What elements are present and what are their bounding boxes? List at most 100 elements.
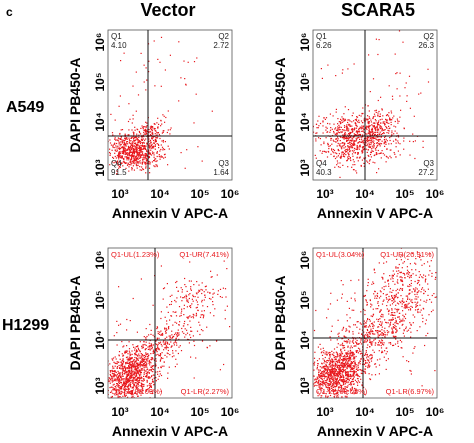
event-dot (414, 158, 415, 159)
event-dot (184, 337, 185, 338)
event-dot (367, 336, 368, 337)
event-dot (377, 330, 378, 331)
event-dot (415, 287, 416, 288)
event-dot (345, 134, 346, 135)
event-dot (363, 130, 364, 131)
event-dot (384, 124, 385, 125)
event-dot (181, 350, 182, 351)
event-dot (156, 380, 157, 381)
event-dot (240, 319, 241, 320)
event-dot (317, 377, 318, 378)
event-dot (155, 141, 156, 142)
event-dot (151, 343, 152, 344)
event-dot (370, 147, 371, 148)
event-dot (193, 301, 194, 302)
x-tick-label: 10⁶ (221, 187, 240, 201)
event-dot (382, 128, 383, 129)
event-dot (324, 151, 325, 152)
event-dot (382, 141, 383, 142)
event-dot (306, 366, 307, 367)
event-dot (166, 347, 167, 348)
event-dot (413, 141, 414, 142)
event-dot (397, 120, 398, 121)
event-dot (395, 126, 396, 127)
event-dot (132, 145, 133, 146)
event-dot (126, 138, 127, 139)
event-dot (407, 296, 408, 297)
event-dot (323, 348, 324, 349)
event-dot (364, 340, 365, 341)
event-dot (423, 290, 424, 291)
event-dot (190, 327, 191, 328)
event-dot (380, 116, 381, 117)
event-dot (323, 132, 324, 133)
event-dot (159, 150, 160, 151)
event-dot (394, 301, 395, 302)
event-dot (149, 153, 150, 154)
event-dot (335, 127, 336, 128)
event-dot (347, 160, 348, 161)
event-dot (367, 141, 368, 142)
event-dot (369, 373, 370, 374)
event-dot (126, 329, 127, 330)
event-dot (412, 353, 413, 354)
event-dot (388, 133, 389, 134)
event-dot (146, 123, 147, 124)
event-dot (378, 319, 379, 320)
event-dot (106, 397, 107, 398)
event-dot (376, 152, 377, 153)
event-dot (144, 355, 145, 356)
event-dot (158, 124, 159, 125)
event-dot (372, 341, 373, 342)
event-dot (105, 371, 106, 372)
event-dot (181, 152, 182, 153)
event-dot (428, 289, 429, 290)
event-dot (395, 268, 396, 269)
event-dot (336, 109, 337, 110)
event-dot (398, 121, 399, 122)
event-dot (162, 366, 163, 367)
event-dot (338, 343, 339, 344)
event-dot (392, 281, 393, 282)
event-dot (142, 153, 143, 154)
event-dot (365, 28, 366, 29)
event-dot (327, 362, 328, 363)
event-dot (172, 350, 173, 351)
event-dot (387, 130, 388, 131)
event-dot (399, 143, 400, 144)
event-dot (120, 377, 121, 378)
event-dot (410, 306, 411, 307)
event-dot (123, 401, 124, 402)
event-dot (165, 338, 166, 339)
event-dot (355, 152, 356, 153)
event-dot (308, 373, 309, 374)
event-dot (120, 157, 121, 158)
event-dot (388, 112, 389, 113)
event-dot (140, 374, 141, 375)
event-dot (163, 349, 164, 350)
event-dot (130, 148, 131, 149)
event-dot (259, 324, 260, 325)
event-dot (144, 81, 145, 82)
event-dot (364, 336, 365, 337)
event-dot (343, 113, 344, 114)
event-dot (378, 122, 379, 123)
event-dot (122, 151, 123, 152)
event-dot (389, 137, 390, 138)
event-dot (181, 313, 182, 314)
event-dot (129, 368, 130, 369)
event-dot (163, 148, 164, 149)
event-dot (323, 366, 324, 367)
event-dot (314, 362, 315, 363)
event-dot (113, 358, 114, 359)
event-dot (171, 304, 172, 305)
event-dot (344, 143, 345, 144)
event-dot (349, 341, 350, 342)
event-dot (147, 358, 148, 359)
event-dot (390, 325, 391, 326)
event-dot (122, 366, 123, 367)
event-dot (197, 304, 198, 305)
event-dot (386, 128, 387, 129)
event-dot (389, 320, 390, 321)
